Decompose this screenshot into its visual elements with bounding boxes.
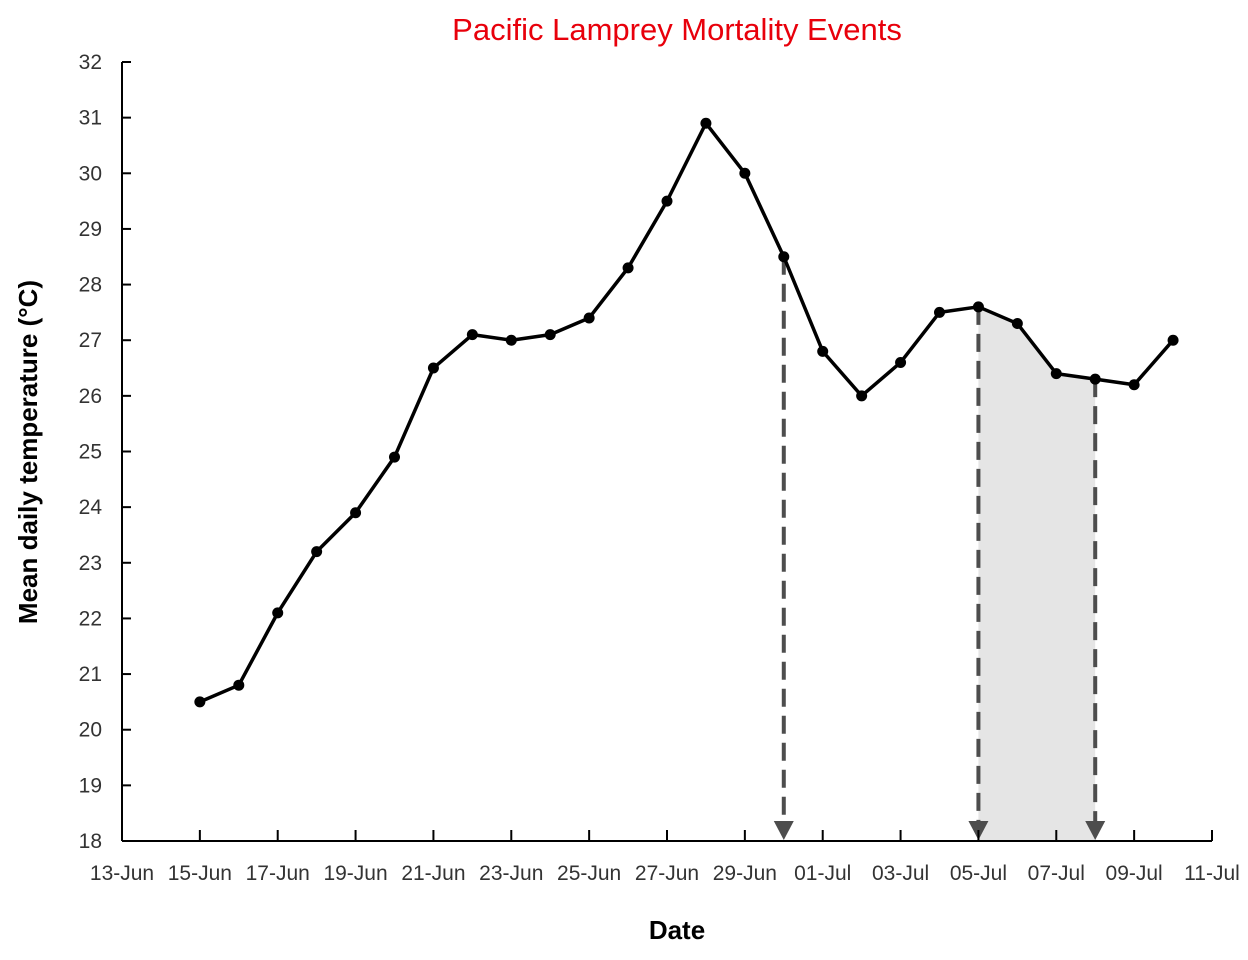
x-tick-label: 25-Jun [557,862,621,885]
temperature-point [311,546,323,558]
mortality-event-arrowhead [1085,821,1106,840]
mortality-event-layer [773,256,1106,840]
temperature-point [427,362,439,374]
x-tick-label: 07-Jul [1028,862,1085,885]
temperature-point [661,195,673,207]
temperature-point [895,356,907,368]
x-tick-label: 09-Jul [1106,862,1163,885]
y-axis-label: Mean daily temperature (°C) [13,280,43,624]
temperature-point [583,312,595,324]
y-tick-label: 31 [79,107,102,130]
temperature-series-line [199,121,1175,704]
y-tick-label: 18 [79,830,102,853]
y-tick-label: 22 [79,607,102,630]
y-tick-label: 25 [79,441,102,464]
x-tick-label: 23-Jun [479,862,543,885]
y-tick-label: 21 [79,663,102,686]
x-tick-label: 11-Jul [1184,862,1240,885]
y-tick-label: 28 [79,274,102,297]
y-tick-label: 24 [79,496,103,519]
y-tick-label: 20 [79,719,102,742]
y-tick-label: 23 [79,552,102,575]
temperature-point [1011,318,1023,330]
temperature-point [1089,373,1101,385]
mortality-event-arrowhead [773,821,794,840]
temperature-point [194,696,206,708]
temperature-point [817,345,829,357]
y-tick-label: 19 [79,774,102,797]
axes: 18 19 20 21 22 23 24 25 26 27 28 29 30 31 32 13-Jun 15-J… [79,51,1240,885]
y-tick-label: 27 [79,329,102,352]
x-tick-label: 19-Jun [323,862,387,885]
x-axis-label: Date [649,915,705,945]
x-tick-label: 05-Jul [950,862,1007,885]
x-tick-label: 17-Jun [246,862,310,885]
temperature-point [739,167,751,179]
x-tick-label: 27-Jun [635,862,699,885]
shaded-period-layer [978,306,1096,841]
temperature-point [1050,368,1062,380]
x-tick-label: 13-Jun [90,862,154,885]
shaded-period [978,306,1096,841]
temperature-point [1128,379,1140,391]
temperature-point [272,607,284,619]
y-tick-label: 30 [79,162,102,185]
x-tick-label: 15-Jun [168,862,232,885]
temperature-point [778,251,790,263]
temperature-point [934,306,945,318]
x-tick-label: 03-Jul [872,862,929,885]
temperature-point [544,329,556,341]
chart-title: Pacific Lamprey Mortality Events [452,12,902,47]
temperature-point [622,262,634,274]
y-tick-label: 32 [79,51,102,74]
temperature-point [972,301,984,313]
x-tick-label: 21-Jun [401,862,465,885]
temperature-point [389,451,400,463]
temperature-point [856,390,868,402]
x-tick-label: 01-Jul [794,862,851,885]
temperature-point [466,329,478,341]
temperature-point [233,679,245,691]
temperature-point [700,117,712,129]
temperature-point [505,334,517,346]
x-tick-label: 29-Jun [713,862,777,885]
y-tick-label: 29 [79,218,102,241]
temperature-point [350,507,362,519]
y-tick-label: 26 [79,385,102,408]
series-layer [194,117,1179,708]
temperature-point [1167,334,1179,346]
